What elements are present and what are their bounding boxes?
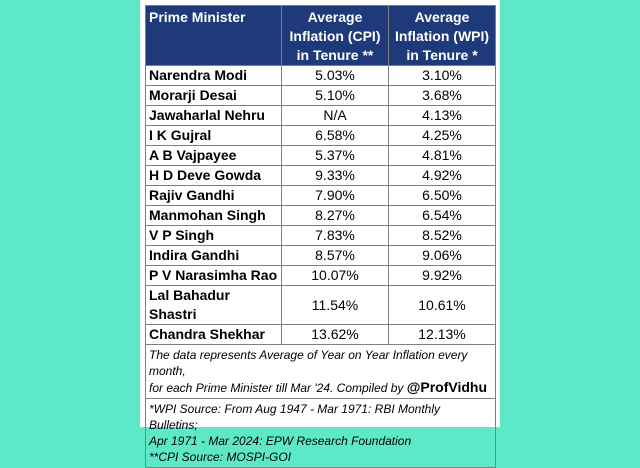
cpi-value: 10.07% <box>281 265 389 286</box>
header-wpi: Average Inflation (WPI) in Tenure * <box>388 5 496 66</box>
header-wpi-line: in Tenure * <box>406 47 478 63</box>
note-line: The data represents Average of Year on Y… <box>149 348 468 378</box>
wpi-source-line: Apr 1971 - Mar 2024: EPW Research Founda… <box>149 434 412 448</box>
cpi-value: 5.37% <box>281 145 389 166</box>
pm-name: Narendra Modi <box>145 65 282 86</box>
author-handle: @ProfVidhu <box>406 379 487 395</box>
header-wpi-line: Average <box>414 9 470 25</box>
table-row: Morarji Desai 5.10% 3.68% <box>145 85 496 106</box>
table-row: V P Singh 7.83% 8.52% <box>145 225 496 246</box>
wpi-value: 3.68% <box>388 85 496 106</box>
wpi-value: 4.81% <box>388 145 496 166</box>
wpi-value: 9.92% <box>388 265 496 286</box>
wpi-value: 10.61% <box>388 285 496 325</box>
header-wpi-line: Inflation (WPI) <box>394 28 490 44</box>
pm-name: Manmohan Singh <box>145 205 282 226</box>
pm-name: Morarji Desai <box>145 85 282 106</box>
cpi-value: 7.90% <box>281 185 389 206</box>
wpi-value: 8.52% <box>388 225 496 246</box>
inflation-table: Prime Minister Average Inflation (CPI) i… <box>145 5 496 468</box>
table-row: Indira Gandhi 8.57% 9.06% <box>145 245 496 266</box>
pm-name: H D Deve Gowda <box>145 165 282 186</box>
pm-name: Jawaharlal Nehru <box>145 105 282 126</box>
header-cpi: Average Inflation (CPI) in Tenure ** <box>281 5 389 66</box>
pm-name: I K Gujral <box>145 125 282 146</box>
pm-name: Lal Bahadur Shastri <box>145 285 282 325</box>
table-row: Jawaharlal Nehru N/A 4.13% <box>145 105 496 126</box>
pm-name: A B Vajpayee <box>145 145 282 166</box>
pm-name: Rajiv Gandhi <box>145 185 282 206</box>
table-row: Lal Bahadur Shastri 11.54% 10.61% <box>145 285 496 325</box>
pm-name: P V Narasimha Rao <box>145 265 282 286</box>
wpi-value: 12.13% <box>388 324 496 345</box>
cpi-source-line: **CPI Source: MOSPI-GOI <box>149 450 292 464</box>
cpi-value: 6.58% <box>281 125 389 146</box>
header-prime-minister: Prime Minister <box>145 5 282 66</box>
table-row: Rajiv Gandhi 7.90% 6.50% <box>145 185 496 206</box>
note-row: The data represents Average of Year on Y… <box>145 344 496 399</box>
table-row: P V Narasimha Rao 10.07% 9.92% <box>145 265 496 286</box>
table-row: I K Gujral 6.58% 4.25% <box>145 125 496 146</box>
wpi-value: 4.13% <box>388 105 496 126</box>
wpi-value: 4.92% <box>388 165 496 186</box>
note-text: for each Prime Minister till Mar '24. Co… <box>149 381 407 395</box>
cpi-value: 7.83% <box>281 225 389 246</box>
pm-name: Indira Gandhi <box>145 245 282 266</box>
header-cpi-line: Inflation (CPI) <box>289 28 381 44</box>
cpi-value: 8.57% <box>281 245 389 266</box>
header-row: Prime Minister Average Inflation (CPI) i… <box>145 5 496 66</box>
cpi-value: 8.27% <box>281 205 389 226</box>
pm-name: V P Singh <box>145 225 282 246</box>
cpi-value: 5.10% <box>281 85 389 106</box>
note-line: for each Prime Minister till Mar '24. Co… <box>149 379 492 396</box>
sources-note: *WPI Source: From Aug 1947 - Mar 1971: R… <box>145 398 496 468</box>
table-row: H D Deve Gowda 9.33% 4.92% <box>145 165 496 186</box>
sources-row: *WPI Source: From Aug 1947 - Mar 1971: R… <box>145 398 496 468</box>
cpi-value: 5.03% <box>281 65 389 86</box>
cpi-value: 9.33% <box>281 165 389 186</box>
wpi-value: 3.10% <box>388 65 496 86</box>
header-cpi-line: in Tenure ** <box>296 47 374 63</box>
cpi-value: 13.62% <box>281 324 389 345</box>
table-row: A B Vajpayee 5.37% 4.81% <box>145 145 496 166</box>
wpi-value: 6.50% <box>388 185 496 206</box>
table-row: Chandra Shekhar 13.62% 12.13% <box>145 324 496 345</box>
cpi-value: 11.54% <box>281 285 389 325</box>
wpi-source-line: *WPI Source: From Aug 1947 - Mar 1971: R… <box>149 402 441 432</box>
wpi-value: 6.54% <box>388 205 496 226</box>
pm-name: Chandra Shekhar <box>145 324 282 345</box>
wpi-value: 4.25% <box>388 125 496 146</box>
data-note: The data represents Average of Year on Y… <box>145 344 496 399</box>
wpi-value: 9.06% <box>388 245 496 266</box>
table-row: Manmohan Singh 8.27% 6.54% <box>145 205 496 226</box>
cpi-value: N/A <box>281 105 389 126</box>
table-row: Narendra Modi 5.03% 3.10% <box>145 65 496 86</box>
header-cpi-line: Average <box>307 9 363 25</box>
